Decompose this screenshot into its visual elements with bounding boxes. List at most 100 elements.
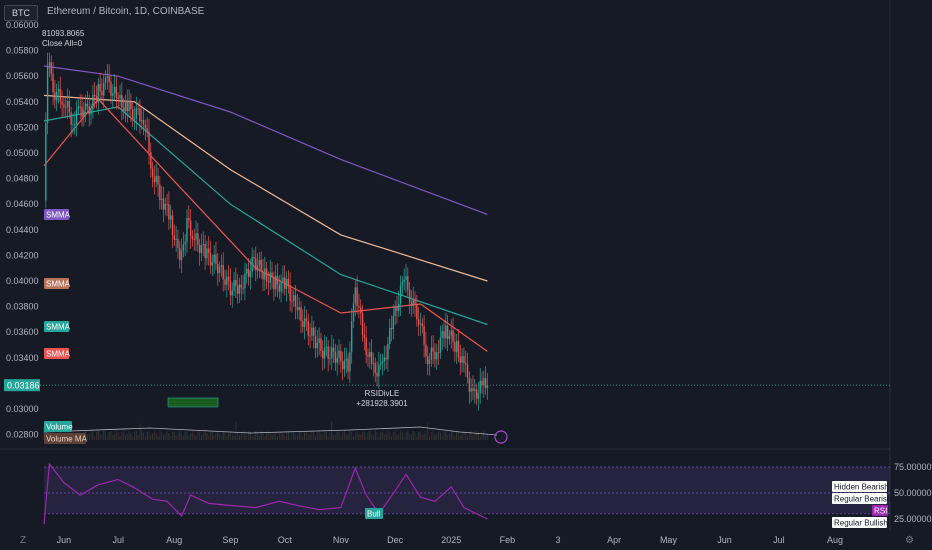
candle-body: [217, 263, 219, 274]
candle-body: [153, 177, 156, 183]
volume-bar: [155, 432, 157, 440]
candle-body: [46, 65, 49, 123]
candle-body: [157, 175, 159, 185]
candle-body: [446, 325, 449, 340]
candle-body: [264, 268, 266, 280]
candle-body: [436, 352, 438, 360]
volume-bar: [432, 431, 434, 440]
volume-bar: [385, 434, 387, 440]
rsi-band: [44, 467, 890, 514]
volume-bar: [229, 431, 231, 440]
gear-icon[interactable]: ⚙: [905, 535, 914, 546]
candle-body: [218, 266, 221, 274]
candle-body: [247, 268, 250, 277]
volume-bar: [403, 436, 405, 440]
candle-body: [378, 364, 380, 377]
volume-bar: [454, 436, 456, 440]
volume-bar: [429, 436, 431, 440]
candle-body: [484, 378, 487, 389]
zoom-icon[interactable]: Z: [20, 535, 27, 546]
volume-bar: [362, 431, 364, 440]
candle-body: [323, 347, 326, 359]
candle-body: [208, 248, 210, 253]
candle-body: [302, 320, 304, 327]
volume-bar: [289, 436, 291, 440]
volume-bar: [450, 431, 452, 440]
candle-body: [242, 287, 244, 289]
candle-body: [95, 95, 98, 103]
candle-body: [150, 152, 152, 169]
rsi-div-label: RSIDivLE: [365, 389, 400, 398]
volume-bar: [371, 434, 373, 440]
candle-body: [417, 319, 420, 325]
volume-ma-tag: Volume MA: [46, 435, 88, 444]
price-tick-label: 0.06000: [6, 20, 39, 30]
volume-bar: [412, 431, 414, 440]
volume-bar: [452, 432, 454, 440]
price-tick-label: 0.05200: [6, 122, 39, 132]
smma-tag-3-bg: [44, 321, 69, 332]
candle-body: [463, 356, 465, 364]
candle-body: [66, 101, 69, 107]
volume-bar: [97, 431, 99, 440]
volume-bar: [365, 436, 367, 440]
price-tick-label: 0.05600: [6, 71, 39, 81]
candle-body: [389, 327, 391, 345]
candle-body: [343, 360, 346, 370]
candle-body: [454, 342, 456, 352]
candle-body: [236, 285, 239, 294]
candle-body: [441, 331, 443, 338]
volume-bar: [284, 435, 286, 440]
regular-bullish-tag-bg: [832, 517, 887, 528]
candle-body: [434, 351, 436, 360]
volume-bar: [407, 431, 409, 440]
volume-bar: [244, 433, 246, 440]
smma-tag-2: SMMA: [46, 280, 71, 289]
volume-bar: [434, 434, 436, 440]
candle-body: [349, 352, 351, 372]
candle-body: [92, 94, 94, 110]
volume-bar: [235, 421, 237, 440]
candle-body: [171, 215, 174, 236]
candle-body: [461, 356, 463, 363]
candle-body: [45, 122, 47, 201]
candle-body: [68, 101, 71, 113]
volume-bar: [90, 431, 92, 440]
regular-bearish-tag-bg: [832, 493, 887, 504]
candle-body: [312, 327, 315, 337]
volume-bar: [255, 431, 257, 440]
candle-body: [59, 89, 61, 102]
candle-body: [405, 276, 407, 280]
candle-body: [175, 238, 177, 240]
volume-bar: [401, 432, 403, 440]
volume-bar: [427, 422, 429, 440]
candle-body: [265, 268, 268, 282]
candle-body: [166, 203, 168, 205]
volume-bar: [300, 431, 302, 440]
candle-body: [209, 252, 212, 266]
rsi-tick-label: 75.00000: [894, 462, 932, 472]
symbol-chip[interactable]: BTC: [4, 5, 38, 21]
candle-body: [412, 298, 414, 306]
volume-bar: [119, 436, 121, 440]
volume-bar: [262, 431, 264, 440]
candle-body: [79, 106, 81, 108]
candle-body: [186, 217, 188, 242]
rsi-line: [43, 462, 488, 525]
volume-bar: [410, 434, 412, 440]
candle-body: [200, 245, 203, 254]
candle-body: [133, 118, 136, 120]
volume-bar: [441, 436, 443, 440]
volume-bar: [309, 434, 311, 440]
candle-body: [81, 106, 83, 117]
candle-body: [106, 76, 109, 78]
candle-body: [334, 351, 337, 363]
volume-bar: [240, 433, 242, 440]
candle-body: [124, 101, 127, 112]
volume-bar: [115, 431, 117, 440]
candle-body: [135, 108, 138, 119]
volume-bar: [387, 431, 389, 440]
volume-bar: [405, 432, 407, 440]
candle-body: [285, 279, 288, 289]
